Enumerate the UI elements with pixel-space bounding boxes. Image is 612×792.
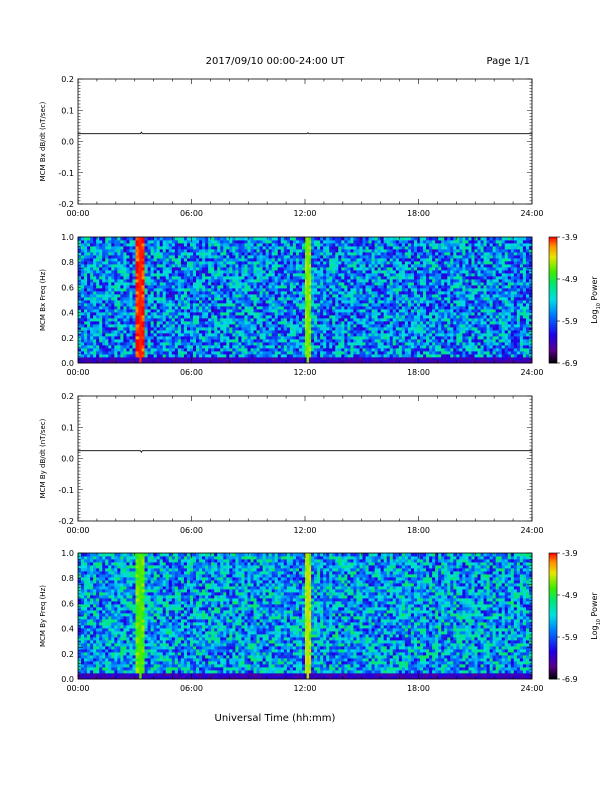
colorbar-label: Log10 Power [590,276,602,324]
colorbar-tick-label: -5.9 [562,633,578,642]
panel-4: -3.9 -4.9 -5.9 -6.9 Log10 Power 00:00 06:00 12:… [39,549,602,693]
colorbar-tick-label: -4.9 [562,275,578,284]
y-tick-label: 0.8 [61,258,74,267]
y-tick-label: 0.4 [61,625,74,634]
series-line-1 [78,450,532,454]
spectrogram-cells [78,553,533,680]
y-tick-label: 0.8 [61,574,74,583]
y-tick-label: 0.0 [61,455,74,464]
y-tick-label: 0.2 [61,75,74,84]
panel-2: -3.9 -4.9 -5.9 -6.9 Log10 Power 00:00 06:00 12:… [39,233,602,377]
event-line-2 [306,553,310,679]
spectrogram-cells [78,237,533,364]
y-axis-label: MCM By dB/dt (nT/sec) [39,418,47,498]
y-axis-label: MCM By Freq (Hz) [39,585,47,647]
colorbar-tick-label: -5.9 [562,317,578,326]
x-tick-label: 06:00 [180,526,203,535]
plot-frame [77,395,533,522]
y-tick-label: -0.2 [58,200,74,209]
event-line-1 [139,237,142,363]
x-tick-label: 12:00 [293,368,316,377]
colorbar-label: Log10 Power [590,592,602,640]
colorbar-tick-label: -3.9 [562,233,578,242]
y-axis-label: MCM Bx Freq (Hz) [39,269,47,331]
x-tick-label: 06:00 [180,684,203,693]
event-line-2 [306,237,310,363]
y-tick-label: 0.2 [61,334,74,343]
y-tick-label: 0.6 [61,283,74,292]
y-tick-label: 0.2 [61,650,74,659]
series-line-1 [78,131,532,135]
x-tick-label: 00:00 [66,368,89,377]
x-tick-label: 24:00 [520,368,543,377]
x-tick-label: 00:00 [66,684,89,693]
x-tick-label: 00:00 [66,526,89,535]
y-tick-label: -0.1 [58,486,74,495]
panel-3: 00:00 06:00 12:00 18:00 24:00 0.2 0.1 0.0 -0.1 -0… [39,392,544,535]
y-tick-label: 0.1 [61,106,74,115]
x-tick-label: 18:00 [407,526,430,535]
colorbar: -3.9 -4.9 -5.9 -6.9 Log10 Power [548,233,602,368]
x-tick-label: 18:00 [407,209,430,218]
y-tick-label: 0.4 [61,309,74,318]
colorbar-tick-label: -6.9 [562,675,578,684]
y-tick-label: 0.6 [61,599,74,608]
x-tick-label: 18:00 [407,684,430,693]
y-axis-label: MCM Bx dB/dt (nT/sec) [39,101,47,181]
x-tick-label: 18:00 [407,368,430,377]
event-line-1 [139,553,142,679]
x-tick-label: 00:00 [66,209,89,218]
panel-1: 00:00 06:00 12:00 18:00 24:00 0.2 0.1 0.0 -0.1 -0… [39,75,544,218]
y-tick-label: 0.0 [61,138,74,147]
colorbar-tick-label: -4.9 [562,591,578,600]
x-tick-label: 12:00 [293,209,316,218]
page-number: Page 1/1 [487,56,530,67]
y-tick-label: -0.2 [58,517,74,526]
plot-frame [77,78,533,205]
y-tick-label: 0.0 [61,359,74,368]
y-tick-label: 0.1 [61,423,74,432]
x-tick-label: 12:00 [293,684,316,693]
x-tick-label: 24:00 [520,209,543,218]
x-tick-label: 24:00 [520,526,543,535]
y-tick-label: 0.0 [61,675,74,684]
y-tick-label: -0.1 [58,169,74,178]
x-tick-label: 24:00 [520,684,543,693]
colorbar-tick-label: -3.9 [562,549,578,558]
panels: 00:00 06:00 12:00 18:00 24:00 0.2 0.1 0.0 -0.1 -0… [39,75,602,693]
x-tick-label: 06:00 [180,368,203,377]
x-axis-label: Universal Time (hh:mm) [215,713,336,724]
y-tick-label: 1.0 [61,233,74,242]
x-tick-label: 06:00 [180,209,203,218]
colorbar-tick-label: -6.9 [562,359,578,368]
colorbar: -3.9 -4.9 -5.9 -6.9 Log10 Power [548,549,602,684]
y-tick-label: 1.0 [61,549,74,558]
x-tick-label: 12:00 [293,526,316,535]
page-title: 2017/09/10 00:00-24:00 UT [206,56,346,67]
y-tick-label: 0.2 [61,392,74,401]
